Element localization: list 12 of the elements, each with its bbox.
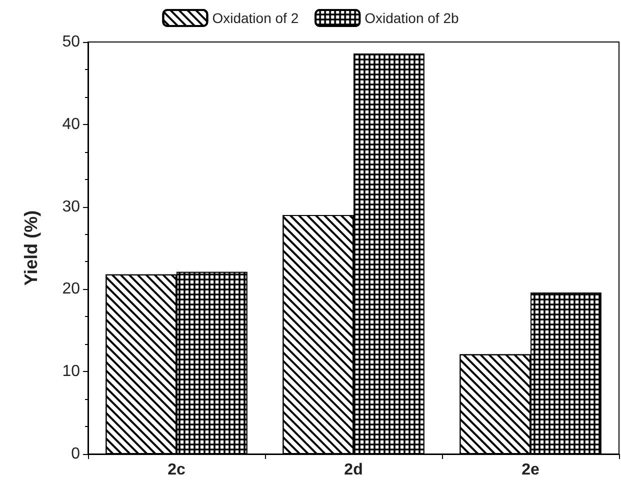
legend-label: Oxidation of 2 bbox=[212, 10, 299, 26]
y-axis-title: Yield (%) bbox=[21, 210, 41, 286]
y-tick-label: 40 bbox=[62, 116, 80, 133]
y-tick-label: 30 bbox=[62, 198, 80, 216]
x-tick-label: 2d bbox=[344, 462, 363, 478]
legend-label: Oxidation of 2b bbox=[364, 10, 459, 26]
y-tick-label: 20 bbox=[62, 280, 80, 298]
x-tick-label: 2c bbox=[168, 462, 186, 478]
y-tick-label: 0 bbox=[71, 446, 80, 462]
y-tick-label: 10 bbox=[62, 363, 80, 380]
x-tick-label: 2e bbox=[522, 462, 540, 478]
y-tick-label: 50 bbox=[62, 34, 80, 50]
